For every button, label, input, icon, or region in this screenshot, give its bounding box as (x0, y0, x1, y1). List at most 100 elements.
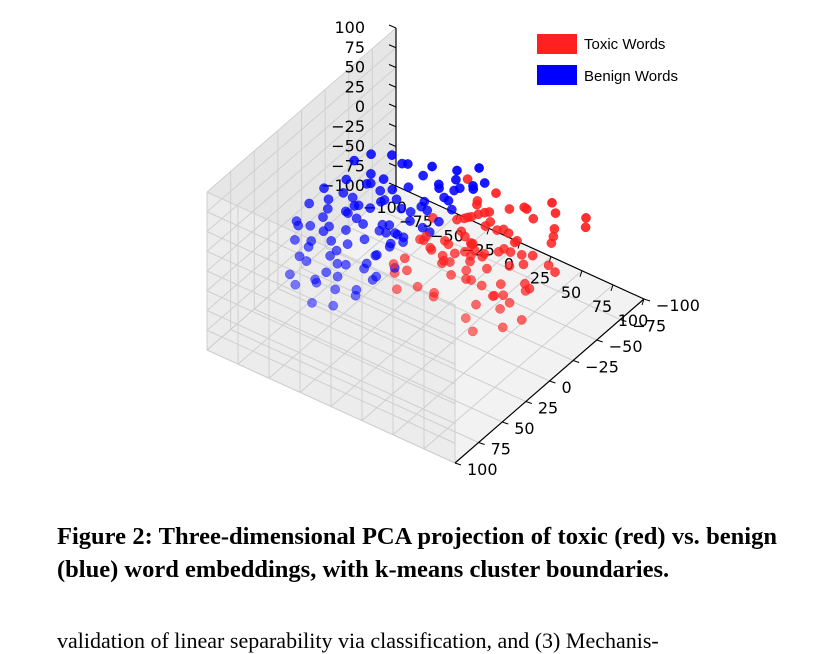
grid-line (206, 270, 456, 385)
toxic-word-point (449, 248, 460, 259)
benign-word-point (422, 205, 433, 216)
grid-line (206, 211, 456, 326)
benign-word-point (310, 274, 320, 285)
grid-line (206, 47, 397, 213)
toxic-word-point (521, 204, 532, 214)
benign-word-point (342, 239, 353, 249)
toxic-word-point (504, 261, 515, 271)
toxic-word-point (503, 228, 514, 239)
benign-word-point (391, 194, 402, 205)
toxic-word-point (465, 238, 476, 248)
benign-word-point (338, 188, 349, 198)
y-tick-mark (525, 401, 533, 404)
grid-line (206, 106, 397, 272)
benign-word-point (366, 149, 376, 160)
benign-word-point (468, 181, 478, 191)
z-tick-label: 0 (355, 97, 365, 116)
y-tick-label: 25 (538, 399, 558, 418)
benign-word-point (324, 221, 334, 232)
toxic-word-point (472, 199, 482, 210)
x-tick-mark (641, 298, 645, 306)
benign-word-point (361, 258, 372, 269)
toxic-word-point (550, 208, 561, 218)
benign-word-point (387, 150, 397, 160)
z-tick-label: −100 (321, 176, 365, 195)
z-tick-mark (388, 162, 397, 167)
benign-word-point (371, 271, 382, 282)
toxic-word-point (498, 290, 509, 301)
benign-word-point (402, 159, 413, 169)
benign-word-point (387, 184, 398, 195)
grid-line (301, 267, 550, 382)
toxic-word-point (504, 204, 515, 214)
benign-word-point (434, 216, 444, 227)
benign-word-point (371, 250, 382, 260)
benign-word-point (405, 207, 416, 217)
benign-word-point (332, 271, 343, 282)
y-tick-mark (454, 462, 462, 466)
y-tick-label: 75 (491, 440, 511, 459)
benign-word-point (351, 284, 362, 295)
z-tick-mark (388, 143, 397, 147)
toxic-word-point (491, 188, 501, 198)
grid-line (206, 67, 397, 232)
benign-word-point (446, 204, 457, 215)
y-tick-label: 50 (514, 419, 534, 438)
toxic-word-point (527, 250, 538, 261)
toxic-word-point (399, 253, 410, 264)
toxic-word-point (446, 270, 456, 280)
benign-word-point (403, 182, 414, 193)
toxic-word-point (580, 222, 591, 233)
x-tick-label: −50 (430, 226, 464, 245)
y-tick-mark (572, 360, 580, 363)
benign-word-point (443, 195, 454, 206)
y-tick-label: −25 (585, 358, 619, 377)
benign-word-point (452, 165, 462, 176)
x-tick-label: 100 (618, 311, 649, 330)
y-tick-mark (549, 380, 556, 384)
toxic-word-point (549, 224, 560, 234)
y-tick-label: 0 (562, 378, 572, 397)
benign-word-point (474, 163, 484, 173)
z-tick-label: −75 (331, 156, 365, 175)
toxic-word-point (388, 259, 399, 269)
benign-word-point (365, 203, 376, 213)
toxic-word-point (543, 260, 554, 271)
legend: Toxic Words Benign Words (537, 34, 678, 85)
toxic-word-point (477, 251, 488, 262)
benign-word-point (341, 174, 352, 185)
benign-word-point (378, 174, 389, 184)
z-tick-label: 100 (334, 18, 365, 37)
z-tick-label: 50 (345, 58, 365, 77)
grid-line (206, 27, 397, 193)
toxic-word-point (581, 213, 591, 223)
z-tick-label: 75 (345, 38, 365, 57)
z-tick-mark (388, 64, 397, 68)
toxic-word-point (437, 250, 448, 261)
toxic-word-point (497, 322, 508, 333)
benign-word-point (318, 212, 328, 222)
z-tick-mark (388, 123, 397, 128)
toxic-word-point (482, 263, 492, 274)
benign-word-point (358, 219, 368, 229)
toxic-word-point (445, 257, 455, 267)
y-tick-mark (596, 339, 603, 343)
benign-word-point (301, 256, 312, 266)
z-tick-label: 25 (345, 77, 365, 96)
benign-word-point (454, 183, 465, 194)
benign-word-point (433, 179, 444, 190)
legend-swatch-toxic (537, 34, 577, 54)
x-tick-mark (610, 284, 614, 292)
benign-word-point (319, 183, 329, 194)
toxic-word-point (465, 256, 475, 267)
toxic-word-point (547, 197, 557, 208)
toxic-word-point (489, 290, 500, 301)
toxic-word-point (504, 297, 515, 308)
data-points (285, 149, 591, 337)
benign-word-point (340, 206, 351, 217)
toxic-word-point (550, 267, 560, 277)
benign-word-point (307, 298, 317, 308)
pca-3d-scatter-plot: −100−100−100−75−75−75−50−50−50−25−25−250… (206, 18, 700, 479)
benign-word-point (291, 216, 302, 226)
z-tick-mark (388, 83, 397, 88)
